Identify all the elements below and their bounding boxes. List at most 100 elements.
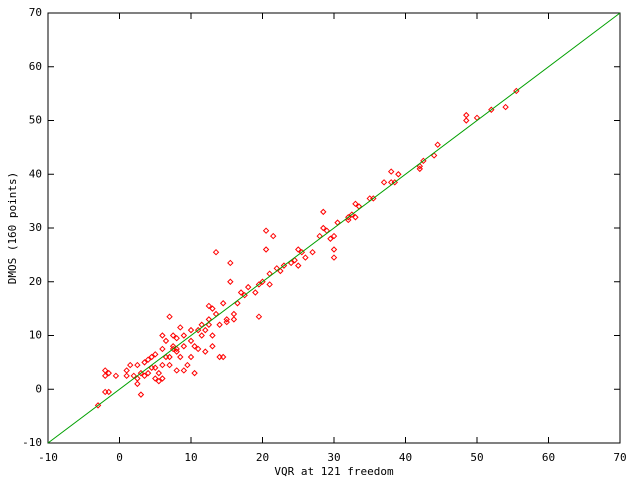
x-tick-label: 50 [470,451,483,464]
scatter-point [262,246,270,253]
scatter-point [191,343,198,350]
scatter-point [177,353,184,361]
scatter-point [219,353,227,361]
scatter-point [202,326,209,334]
scatter-point [152,351,159,358]
scatter-point [230,316,238,323]
scatter-point [141,359,148,366]
x-tick-label: 0 [116,451,123,464]
scatter-point [155,377,163,385]
scatter-point [159,375,166,382]
scatter-point [123,372,130,380]
scatter-point [387,168,395,175]
scatter-point [173,334,180,342]
scatter-point [302,254,309,261]
scatter-point [434,141,441,148]
scatter-point [169,332,177,339]
scatter-point [166,353,173,361]
scatter-point [127,361,134,369]
scatter-point [463,117,470,124]
scatter-point [463,111,470,119]
scatter-point [223,318,230,326]
scatter-point [187,337,195,345]
scatter-point [166,361,173,369]
scatter-point [237,289,245,296]
scatter-point [205,302,213,310]
scatter-point [187,326,195,334]
x-tick-label: 60 [542,451,555,464]
scatter-point [105,369,112,377]
scatter-point [320,224,327,232]
scatter-point [134,361,141,369]
scatter-point [148,353,155,361]
x-tick-label: 40 [399,451,412,464]
scatter-point [227,259,234,267]
scatter-point [152,375,159,382]
scatter-point [209,305,216,312]
scatter-point [123,367,130,374]
scatter-point [330,254,338,261]
scatter-point [134,380,141,388]
scatter-point [209,343,216,350]
y-tick-label: -10 [22,436,42,449]
scatter-point [352,214,359,221]
scatter-point [101,372,109,380]
y-tick-label: 70 [29,6,42,19]
scatter-point [352,200,359,208]
scatter-point [162,337,170,345]
scatter-point [255,313,263,320]
scatter-point [327,235,334,242]
scatter-point [144,356,152,363]
scatter-point [416,165,424,173]
scatter-point [187,353,195,361]
scatter-point [502,103,509,111]
scatter-point [212,248,220,256]
scatter-point [395,171,402,178]
scatter-point [309,248,316,256]
scatter-point [180,343,188,350]
x-tick-label: 20 [256,451,269,464]
scatter-point [137,391,145,398]
y-axis-label: DMOS (160 points) [6,172,19,285]
scatter-point [244,283,252,291]
scatter-point [166,313,173,320]
scatter-point [159,345,166,353]
y-tick-label: 50 [29,114,42,127]
reference-line [47,12,621,444]
y-tick-label: 0 [35,382,42,395]
scatter-point [159,361,166,369]
scatter-point [198,332,205,339]
y-tick-label: 60 [29,60,42,73]
scatter-point [380,179,388,186]
scatter-point [223,316,230,323]
scatter-point [112,372,120,380]
scatter-point [105,388,112,396]
y-tick-label: 10 [29,329,42,342]
scatter-point [330,246,338,253]
scatter-point [330,232,338,240]
scatter-point [173,367,180,374]
scatter-point [230,310,238,318]
scatter-point [141,372,148,380]
scatter-point [252,289,259,296]
y-tick-label: 40 [29,167,42,180]
scatter-point [202,348,209,355]
scatter-point [262,227,270,234]
y-tick-label: 30 [29,221,42,234]
scatter-point [194,345,202,353]
scatter-point [155,369,163,377]
x-tick-label: 10 [184,451,197,464]
x-tick-label: -10 [38,451,58,464]
scatter-point [152,364,159,371]
y-tick-label: 20 [29,275,42,288]
scatter-point [209,332,216,339]
scatter-point [144,369,152,377]
scatter-point [320,208,327,216]
scatter-point [216,321,223,328]
x-tick-label: 70 [613,451,626,464]
x-axis-label: VQR at 121 freedom [274,465,394,478]
scatter-point [295,246,302,253]
scatter-point [295,262,302,269]
scatter-point [219,300,227,307]
